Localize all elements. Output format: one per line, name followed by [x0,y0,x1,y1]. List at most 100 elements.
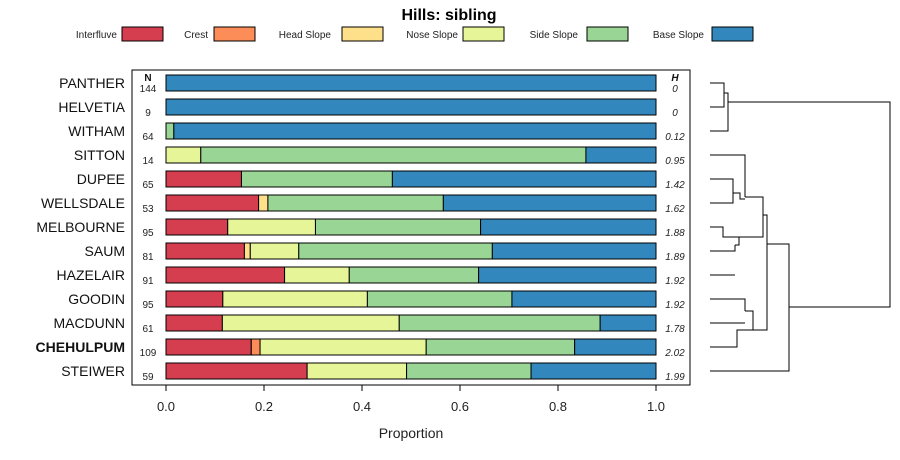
bar-segment-hazelair-nose-slope [284,266,350,284]
dendrogram-branch-3 [710,154,746,197]
x-tick-label-4: 0.8 [549,399,567,414]
bar-segment-macdunn-side-slope [398,314,601,332]
legend-swatch-nose-slope [462,26,505,42]
n-value-saum: 81 [142,252,154,263]
legend-label-crest: Crest [184,30,208,41]
bar-segment-chehulpum-nose-slope [259,338,427,356]
x-axis-label: Proportion [379,425,444,441]
n-value-chehulpum: 109 [140,348,157,359]
row-label-sitton: SITTON [74,147,125,163]
h-value-witham: 0.12 [665,132,685,143]
n-value-dupee: 65 [142,180,154,191]
n-column-header: N [144,73,151,84]
row-label-helvetia: HELVETIA [58,99,125,115]
dendrogram-branch-4 [710,178,734,204]
bars: N H PANTHER 144 0 HELVETIA 9 0 WITHAM 64 0.12 SITTO… [36,73,686,383]
h-value-chehulpum: 2.02 [664,348,685,359]
dendrogram-branch-6 [745,196,764,215]
dendrogram-branch-9 [739,215,764,238]
plot-frame [131,69,691,386]
bar-segment-melbourne-side-slope [314,218,482,236]
n-value-witham: 64 [142,132,154,143]
bar-segment-chehulpum-side-slope [425,338,576,356]
dendrogram-branch-15 [710,307,790,372]
bar-segment-wellsdale-head-slope [258,194,269,212]
row-label-melbourne: MELBOURNE [36,219,125,235]
bar-segment-macdunn-nose-slope [221,314,400,332]
legend-swatch-interfluve [121,26,164,42]
n-value-hazelair: 91 [142,276,154,287]
bar-segment-dupee-interfluve [165,170,242,188]
row-label-chehulpum: CHEHULPUM [36,339,125,355]
dendrogram [710,82,891,372]
h-value-melbourne: 1.88 [665,228,685,239]
dendrogram-branch-16 [789,218,891,308]
bar-segment-dupee-side-slope [240,170,393,188]
legend-label-base-slope: Base Slope [653,30,705,41]
dendrogram-branch-0 [710,82,725,108]
h-value-dupee: 1.42 [665,180,685,191]
bar-segment-dupee-base-slope [391,170,657,188]
bar-segment-steiwer-interfluve [165,362,308,380]
bar-segment-goodin-interfluve [165,290,224,308]
bar-segment-panther-base-slope [165,74,657,92]
bar-segment-macdunn-base-slope [599,314,657,332]
bar-segment-hazelair-side-slope [348,266,480,284]
h-value-helvetia: 0 [672,108,678,119]
x-axis: 0.0 0.2 0.4 0.6 0.8 1.0 [157,385,665,414]
x-tick-label-0: 0.0 [157,399,175,414]
bar-segment-saum-interfluve [165,242,245,260]
bar-segment-saum-side-slope [298,242,493,260]
h-value-wellsdale: 1.62 [665,204,685,215]
row-label-witham: WITHAM [68,123,125,139]
legend-swatch-head-slope [341,26,384,42]
h-value-goodin: 1.92 [665,300,685,311]
bar-segment-witham-base-slope [173,122,657,140]
bar-segment-saum-base-slope [491,242,657,260]
bar-segment-macdunn-interfluve [165,314,223,332]
row-label-saum: SAUM [85,243,125,259]
h-column-header: H [671,73,679,84]
h-value-steiwer: 1.99 [665,372,685,383]
bar-segment-steiwer-base-slope [530,362,657,380]
bar-segment-hazelair-base-slope [478,266,657,284]
bar-segment-sitton-side-slope [200,146,587,164]
n-value-melbourne: 95 [142,228,154,239]
bar-segment-goodin-nose-slope [222,290,368,308]
bar-segment-goodin-side-slope [366,290,513,308]
row-label-macdunn: MACDUNN [53,315,125,331]
n-value-wellsdale: 53 [142,204,154,215]
bar-segment-chehulpum-interfluve [165,338,252,356]
row-label-steiwer: STEIWER [61,363,125,379]
n-value-sitton: 14 [142,156,154,167]
x-tick-label-1: 0.2 [255,399,273,414]
bar-segment-chehulpum-base-slope [574,338,657,356]
bar-segment-melbourne-base-slope [480,218,657,236]
n-value-macdunn: 61 [142,324,154,335]
bar-segment-helvetia-base-slope [165,98,657,116]
dendrogram-branch-10 [763,214,768,244]
row-label-hazelair: HAZELAIR [57,267,125,283]
legend-label-head-slope: Head Slope [279,30,332,41]
dendrogram-branch-2 [728,101,891,218]
bar-segment-melbourne-interfluve [165,218,229,236]
legend-swatch-side-slope [586,26,629,42]
bar-segment-goodin-base-slope [511,290,657,308]
bar-segment-witham-side-slope [165,122,175,140]
bar-segment-melbourne-nose-slope [227,218,316,236]
bar-segment-wellsdale-side-slope [267,194,444,212]
legend-swatch-crest [213,26,256,42]
dendrogram-branch-8 [710,226,740,246]
legend-swatch-base-slope [711,26,754,42]
bar-segment-wellsdale-base-slope [442,194,657,212]
legend: Interfluve Crest Head Slope Nose Slope Side … [76,26,754,42]
legend-label-side-slope: Side Slope [530,30,579,41]
x-tick-label-5: 1.0 [647,399,665,414]
dendrogram-branch-14 [767,243,790,307]
bar-segment-chehulpum-crest [250,338,261,356]
dendrogram-branch-1 [710,92,729,132]
h-value-sitton: 0.95 [665,156,685,167]
bar-segment-wellsdale-interfluve [165,194,260,212]
h-value-hazelair: 1.92 [665,276,685,287]
n-value-steiwer: 59 [142,372,154,383]
